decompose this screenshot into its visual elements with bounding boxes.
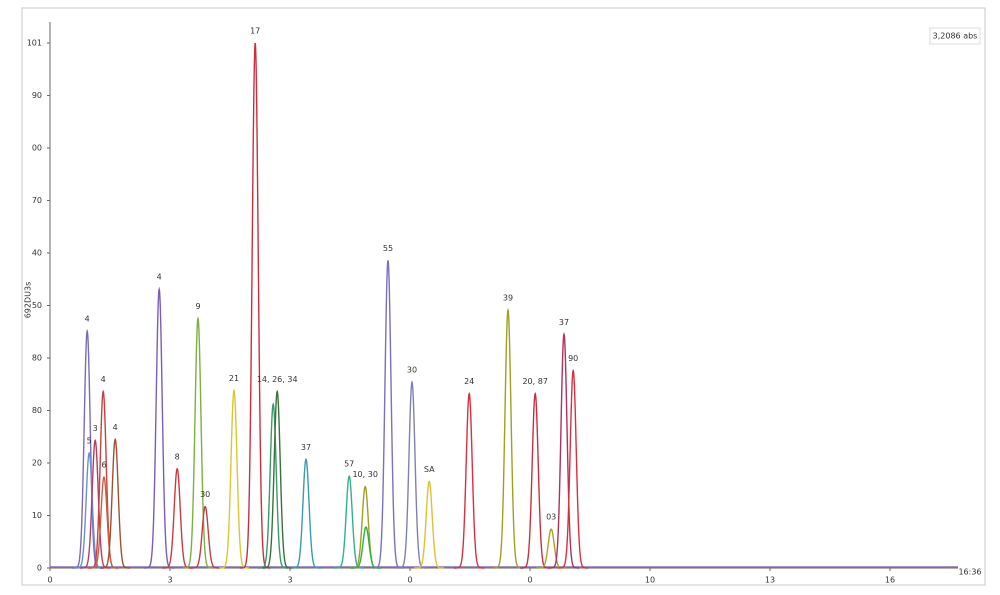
peak-label: 20, 87 — [522, 377, 547, 386]
peak-label: 5 — [87, 437, 92, 446]
peak-label: 57 — [344, 460, 354, 469]
peak-label: 14, 26, 34 — [257, 375, 298, 384]
y-axis-label: 692DU3s — [24, 282, 33, 319]
x-tick-label: 13 — [765, 576, 775, 585]
peak-label: 4 — [101, 375, 106, 384]
y-tick-label: 20 — [32, 459, 42, 468]
annotation: 3,2086 abs — [933, 32, 978, 41]
peak-label: 03 — [546, 513, 556, 522]
peak-label: 21 — [229, 374, 239, 383]
peak-label: 8 — [175, 452, 180, 461]
peak-label: 37 — [559, 318, 569, 327]
peak — [291, 458, 321, 569]
peak — [240, 42, 271, 569]
peak — [454, 391, 485, 569]
x-tick-label: 16 — [885, 576, 895, 585]
peak — [549, 332, 579, 569]
peak-label: 4 — [113, 423, 118, 432]
peak — [558, 368, 589, 569]
peak — [334, 475, 365, 569]
peak — [190, 505, 221, 569]
y-tick-label: 80 — [32, 406, 42, 415]
peak-label: 4 — [85, 315, 90, 324]
peak — [183, 316, 213, 569]
peak — [493, 307, 523, 569]
peak-label: 37 — [301, 443, 311, 452]
peak — [520, 391, 551, 569]
x-tick-label: 10 — [645, 576, 655, 585]
peak — [144, 286, 175, 569]
peak-label: 90 — [568, 354, 578, 363]
peak — [262, 389, 293, 569]
peak — [89, 476, 119, 569]
y-tick-label: 101 — [27, 39, 42, 48]
peak-label: 55 — [383, 244, 393, 253]
peak-label: 30 — [407, 366, 417, 375]
y-tick-label: 0 — [37, 564, 42, 573]
peak-label: 9 — [195, 302, 200, 311]
y-tick-label: 00 — [32, 144, 42, 153]
x-tick-label: 3 — [287, 576, 292, 585]
peak-label: 3 — [93, 424, 98, 433]
peak-label: 6 — [101, 461, 106, 470]
y-tick-label: 40 — [32, 249, 42, 258]
peak — [219, 388, 249, 569]
peak — [100, 437, 131, 569]
annotation-box — [929, 27, 981, 45]
peak-label: SA — [424, 465, 435, 474]
y-tick-label: 80 — [32, 354, 42, 363]
peak-label: 24 — [464, 377, 474, 386]
x-end-label: 16:36 — [958, 568, 981, 577]
x-tick-label: 0 — [47, 576, 52, 585]
peak — [373, 260, 403, 569]
y-tick-label: 90 — [32, 91, 42, 100]
frame — [21, 7, 986, 586]
x-tick-label: 0 — [527, 576, 532, 585]
y-tick-label: 70 — [32, 196, 42, 205]
peak — [397, 380, 427, 569]
peak-label: 30 — [200, 490, 210, 499]
x-tick-label: 0 — [407, 576, 412, 585]
peak-label: 4 — [157, 273, 162, 282]
peak-label: 39 — [503, 294, 513, 303]
peak — [414, 480, 445, 569]
peak — [74, 451, 105, 569]
peak — [72, 328, 103, 569]
x-tick-label: 3 — [167, 576, 172, 585]
peak-label: 17 — [250, 27, 260, 36]
y-tick-label: 50 — [32, 301, 42, 310]
y-tick-label: 10 — [32, 511, 42, 520]
peak-label: 10, 30 — [352, 470, 377, 479]
